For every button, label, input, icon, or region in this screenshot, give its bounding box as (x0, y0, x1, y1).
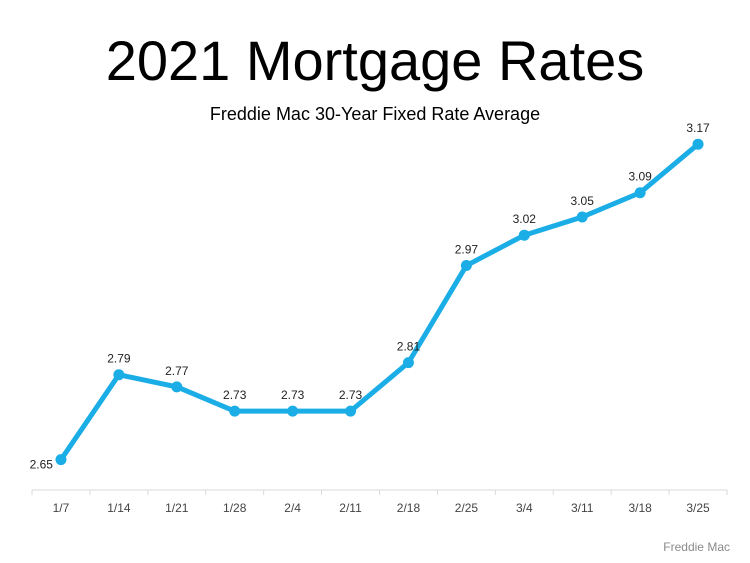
data-point (460, 260, 472, 272)
data-label: 2.73 (339, 388, 363, 402)
data-point (287, 405, 299, 417)
chart-title: 2021 Mortgage Rates (105, 29, 645, 92)
data-point (576, 211, 588, 223)
data-point (345, 405, 357, 417)
chart-subtitle: Freddie Mac 30-Year Fixed Rate Average (209, 104, 541, 124)
data-point (692, 138, 704, 150)
data-label: 2.81 (397, 340, 421, 354)
data-point (171, 381, 183, 393)
data-label: 2.65 (30, 458, 54, 472)
x-tick-label: 1/14 (107, 501, 131, 515)
data-label: 3.02 (513, 212, 537, 226)
data-label: 2.97 (455, 243, 479, 257)
data-point (634, 187, 646, 199)
x-tick-label: 2/18 (397, 501, 421, 515)
x-tick-label: 3/18 (628, 501, 652, 515)
x-tick-label: 2/4 (284, 501, 301, 515)
x-tick-label: 1/7 (53, 501, 70, 515)
data-point (402, 357, 414, 369)
data-label: 2.79 (107, 352, 131, 366)
x-tick-label: 1/28 (223, 501, 247, 515)
data-point (113, 369, 125, 381)
x-tick-label: 2/11 (339, 501, 362, 515)
series-line (58, 142, 700, 462)
x-tick-label: 3/25 (686, 501, 710, 515)
data-label: 2.73 (281, 388, 305, 402)
data-point (518, 229, 530, 241)
source-credit: Freddie Mac (663, 540, 730, 554)
data-label: 2.77 (165, 364, 189, 378)
data-point (229, 405, 241, 417)
x-tick-label: 3/11 (571, 501, 594, 515)
data-label: 3.09 (628, 170, 652, 184)
x-tick-label: 3/4 (516, 501, 533, 515)
data-label: 2.73 (223, 388, 247, 402)
data-label: 3.05 (571, 194, 595, 208)
x-tick-label: 1/21 (165, 501, 189, 515)
x-tick-label: 2/25 (455, 501, 479, 515)
data-point (55, 454, 67, 466)
data-label: 3.17 (686, 121, 710, 135)
